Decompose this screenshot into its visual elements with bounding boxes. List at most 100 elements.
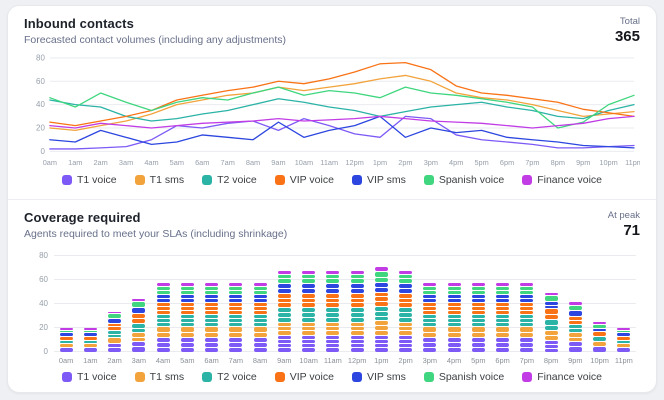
x-axis-label: 4am xyxy=(155,355,171,365)
bar-segment-vip-sms xyxy=(229,299,243,303)
bar-segment-t1-sms xyxy=(593,341,607,346)
bar-segment-t2-voice xyxy=(496,319,510,323)
bar-segment-t2-voice xyxy=(205,319,219,323)
bar-segment-vip-voice xyxy=(277,298,291,303)
bar-segment-finance-voice xyxy=(59,328,73,330)
legend-item-finance-voice[interactable]: Finance voice xyxy=(522,371,602,383)
bar-segment-t1-sms xyxy=(520,327,534,332)
x-axis-label: 11pm xyxy=(614,355,633,365)
x-axis-label: 11am xyxy=(320,158,338,167)
bar-segment-vip-sms xyxy=(423,294,437,299)
bar-segment-spanish-voice xyxy=(156,290,170,294)
legend-label: Finance voice xyxy=(537,174,603,187)
bar-segment-vip-sms xyxy=(423,299,437,303)
bar-column-2am: 2am xyxy=(103,256,127,365)
bar-segment-t1-voice xyxy=(374,339,388,344)
bar-segment-t2-voice xyxy=(399,312,413,317)
bar-segment-t2-voice xyxy=(205,323,219,327)
legend-item-t1-sms[interactable]: T1 sms xyxy=(134,174,184,186)
bar-segment-spanish-voice xyxy=(108,314,122,318)
legend-swatch-icon xyxy=(202,371,213,382)
legend-item-vip-sms[interactable]: VIP sms xyxy=(351,371,406,383)
legend-item-vip-voice[interactable]: VIP voice xyxy=(274,174,334,186)
bar-stack xyxy=(374,256,388,352)
bar-segment-t2-voice xyxy=(350,317,364,322)
bar-segment-vip-voice xyxy=(447,311,461,315)
legend-item-t1-voice[interactable]: T1 voice xyxy=(61,371,117,383)
bar-segment-vip-voice xyxy=(302,293,316,298)
bar-segment-vip-voice xyxy=(399,298,413,303)
legend-item-vip-voice[interactable]: VIP voice xyxy=(274,371,334,383)
bar-segment-t1-sms xyxy=(83,344,97,347)
bar-segment-spanish-voice xyxy=(205,286,219,290)
bar-column-11am: 11am xyxy=(321,256,345,365)
legend-swatch-icon xyxy=(522,371,533,382)
bar-segment-t1-sms xyxy=(59,344,73,347)
x-axis-label: 4am xyxy=(144,158,158,167)
bar-segment-t1-sms xyxy=(496,327,510,332)
bar-segment-t1-sms xyxy=(253,327,267,332)
bar-segment-vip-voice xyxy=(253,307,267,311)
x-axis-label: 10pm xyxy=(590,355,609,365)
bar-segment-finance-voice xyxy=(471,282,485,286)
legend-swatch-icon xyxy=(423,175,434,186)
x-axis-label: 11pm xyxy=(625,158,640,167)
legend-item-vip-sms[interactable]: VIP sms xyxy=(351,174,406,186)
legend-item-spanish-voice[interactable]: Spanish voice xyxy=(423,370,505,383)
x-axis-label: 4pm xyxy=(446,355,462,365)
bar-segment-t2-voice xyxy=(180,323,194,327)
bar-segment-t2-voice xyxy=(156,315,170,319)
legend-item-t2-voice[interactable]: T2 voice xyxy=(202,174,257,186)
bar-segment-t1-voice xyxy=(520,338,534,342)
bar-segment-vip-sms xyxy=(277,284,291,288)
bar-segment-vip-voice xyxy=(132,318,146,323)
bar-column-11pm: 11pm xyxy=(612,256,636,365)
bar-segment-t2-voice xyxy=(253,319,267,323)
bar-segment-t1-sms xyxy=(350,322,364,326)
bar-segment-t1-voice xyxy=(544,344,558,348)
bar-segment-t1-sms xyxy=(253,332,267,338)
bar-segment-vip-voice xyxy=(520,303,534,307)
bar-column-0am: 0am xyxy=(54,256,78,365)
bar-segment-t1-sms xyxy=(180,327,194,332)
legend-item-t1-sms[interactable]: T1 sms xyxy=(134,371,184,383)
bar-segment-vip-voice xyxy=(83,336,97,340)
bar-segment-t1-voice xyxy=(471,338,485,342)
bar-segment-finance-voice xyxy=(205,282,219,286)
bar-segment-vip-voice xyxy=(471,311,485,315)
bar-segment-t2-voice xyxy=(520,315,534,319)
x-axis-label: 1am xyxy=(83,355,98,365)
bar-segment-vip-voice xyxy=(520,311,534,315)
bar-segment-spanish-voice xyxy=(496,290,510,294)
bar-segment-finance-voice xyxy=(132,298,146,302)
bar-segment-t1-sms xyxy=(471,332,485,338)
bar-segment-t1-sms xyxy=(423,332,437,338)
inbound-title: Inbound contacts xyxy=(24,16,134,31)
bar-segment-vip-voice xyxy=(229,311,243,315)
bar-segment-t2-voice xyxy=(59,340,73,344)
bar-segment-finance-voice xyxy=(326,271,340,274)
legend-item-t1-voice[interactable]: T1 voice xyxy=(61,174,117,186)
bar-segment-spanish-voice xyxy=(326,279,340,284)
bar-segment-t1-sms xyxy=(399,326,413,331)
bar-segment-t2-voice xyxy=(180,315,194,319)
x-axis-label: 9pm xyxy=(568,355,583,365)
bar-segment-t2-voice xyxy=(253,315,267,319)
legend-swatch-icon xyxy=(202,175,213,186)
x-axis-label: 9am xyxy=(271,158,285,167)
bar-segment-t1-sms xyxy=(229,327,243,332)
legend-item-finance-voice[interactable]: Finance voice xyxy=(522,174,602,186)
legend-item-spanish-voice[interactable]: Spanish voice xyxy=(423,174,504,186)
bar-segment-vip-voice xyxy=(447,303,461,307)
bar-column-10pm: 10pm xyxy=(588,256,612,365)
legend-label: Spanish voice xyxy=(438,370,505,383)
bar-segment-finance-voice xyxy=(544,292,558,296)
bar-column-12pm: 12pm xyxy=(345,256,369,365)
x-axis-label: 7am xyxy=(221,158,235,167)
bar-segment-t2-voice xyxy=(302,317,316,322)
legend-label: Finance voice xyxy=(537,370,603,383)
bar-segment-t1-sms xyxy=(277,331,291,335)
bar-segment-t1-voice xyxy=(205,342,219,347)
bar-segment-vip-voice xyxy=(180,303,194,307)
legend-item-t2-voice[interactable]: T2 voice xyxy=(202,371,257,383)
